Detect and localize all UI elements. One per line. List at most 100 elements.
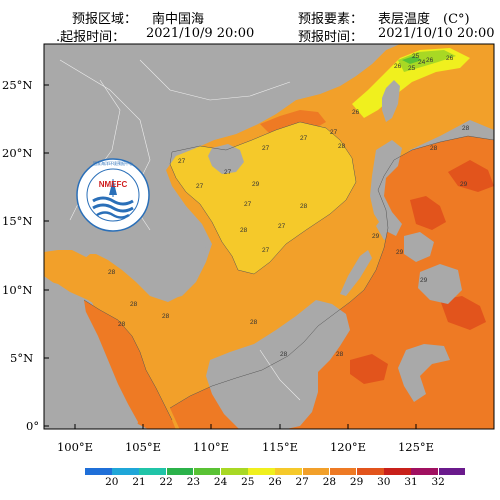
x-tick-label: 100°E [56, 440, 94, 454]
colorbar-label: 22 [159, 476, 173, 488]
colorbar-swatch [275, 468, 302, 475]
issue-time-value: 2021/10/9 20:00 [146, 26, 255, 41]
land-visayas [404, 232, 434, 262]
contour-label: 28 [162, 313, 170, 320]
colorbar-label: 29 [349, 476, 364, 488]
land-sumatra [44, 380, 99, 429]
map-frame [43, 43, 495, 430]
land-palawan [340, 250, 372, 296]
colorbar-label: 30 [377, 476, 391, 488]
issue-prefix: . [56, 30, 61, 45]
gulf-thailand-sea [44, 250, 120, 310]
logo-text: NMEFC [99, 180, 128, 189]
border-line [259, 349, 301, 401]
colorbar-swatch [357, 468, 384, 475]
colorbar-swatch [221, 468, 248, 475]
contour-label: 27 [300, 135, 308, 142]
sea-zone-30-a [410, 196, 446, 230]
x-tick-label: 125°E [397, 440, 435, 454]
colorbar-label: 20 [105, 476, 119, 488]
contour-label: 27 [262, 145, 270, 152]
land-borneo [206, 300, 350, 429]
y-tick-label: 20°N [2, 146, 33, 160]
contour-label: 28 [240, 227, 248, 234]
nmefc-logo: NMEFC 国家海洋环境预报中心 [76, 158, 150, 232]
contour-label: 29 [420, 277, 428, 284]
colorbar-swatch [112, 468, 139, 475]
colorbar-label: 27 [295, 476, 309, 488]
colorbar-swatch [85, 468, 112, 475]
contour-label: 28 [462, 125, 470, 132]
y-tick-label: 15°N [2, 214, 33, 228]
contour-label: 28 [118, 321, 126, 328]
contour-label: 28 [108, 269, 116, 276]
land-taiwan [382, 80, 400, 122]
contour-label: 27 [262, 247, 270, 254]
contour-line [169, 121, 357, 275]
contour-label: 26 [426, 57, 434, 64]
valid-time-label: 预报时间： [298, 30, 364, 45]
land-hainan [208, 144, 244, 174]
colorbar-label: 28 [322, 476, 337, 488]
colorbar-swatch [438, 468, 466, 475]
colorbar-swatch [384, 468, 411, 475]
contour-label: 26 [394, 63, 402, 70]
land-mindanao [418, 264, 462, 304]
sea-zone-30-d [448, 160, 494, 192]
contour-label: 24 [418, 59, 426, 66]
forecast-element-value: 表层温度 (C°) [378, 12, 470, 27]
contour-label: 27 [196, 183, 204, 190]
colorbar-label: 32 [431, 476, 445, 488]
sea-zone-29-west [84, 300, 176, 429]
colorbar-swatch [139, 468, 166, 475]
land-malay-peninsula [44, 276, 138, 429]
contour-label: 28 [280, 351, 288, 358]
contour-label: 27 [224, 169, 232, 176]
colorbar-label: 21 [132, 476, 146, 488]
contour-label: 27 [244, 201, 252, 208]
contour-label: 28 [130, 301, 138, 308]
y-tick-label: 10°N [2, 283, 33, 297]
logo-ring-text: 国家海洋环境预报中心 [93, 160, 133, 166]
colorbar-swatch [193, 468, 221, 475]
contour-line [169, 135, 494, 409]
contour-label: 27 [178, 158, 186, 165]
y-tick-label: 25°N [2, 78, 33, 92]
x-tick-label: 115°E [261, 440, 299, 454]
sea-zone-26 [352, 48, 470, 118]
forecast-area-value: 南中国海 [152, 12, 205, 27]
colorbar-swatch [329, 468, 357, 475]
colorbar-label: 25 [241, 476, 255, 488]
colorbar-swatch [248, 468, 275, 475]
land-luzon [370, 140, 402, 236]
x-tick-label: 105°E [124, 440, 162, 454]
colorbar-label: 24 [213, 476, 228, 488]
y-tick-label: 5°N [10, 351, 34, 365]
contour-label: 26 [352, 109, 360, 116]
colorbar-swatch [302, 468, 330, 475]
sea-zone-24 [402, 56, 422, 64]
colorbar-label: 23 [186, 476, 201, 488]
colorbar-label: 26 [268, 476, 282, 488]
contour-label: 29 [396, 249, 404, 256]
x-tick-label: 110°E [192, 440, 230, 454]
contour-label: 28 [336, 351, 344, 358]
contour-label: 29 [252, 181, 260, 188]
y-tick-label: 0° [26, 419, 40, 433]
forecast-element-label: 预报要素： [298, 12, 364, 27]
colorbar-swatch [411, 468, 438, 475]
valid-time-value: 2021/10/10 20:00 [378, 26, 495, 41]
contour-label: 25 [408, 65, 416, 72]
contour-label: 27 [330, 129, 338, 136]
border-line [139, 59, 291, 101]
contour-label: 29 [372, 233, 380, 240]
contour-label: 26 [446, 55, 454, 62]
contour-label: 28 [430, 145, 438, 152]
contour-label: 29 [460, 181, 468, 188]
sea-zone-30-b [440, 296, 486, 330]
contour-label: 28 [250, 319, 258, 326]
sea-zone-30-c [350, 354, 388, 384]
colorbar-label: 31 [404, 476, 418, 488]
x-tick-label: 120°E [329, 440, 367, 454]
